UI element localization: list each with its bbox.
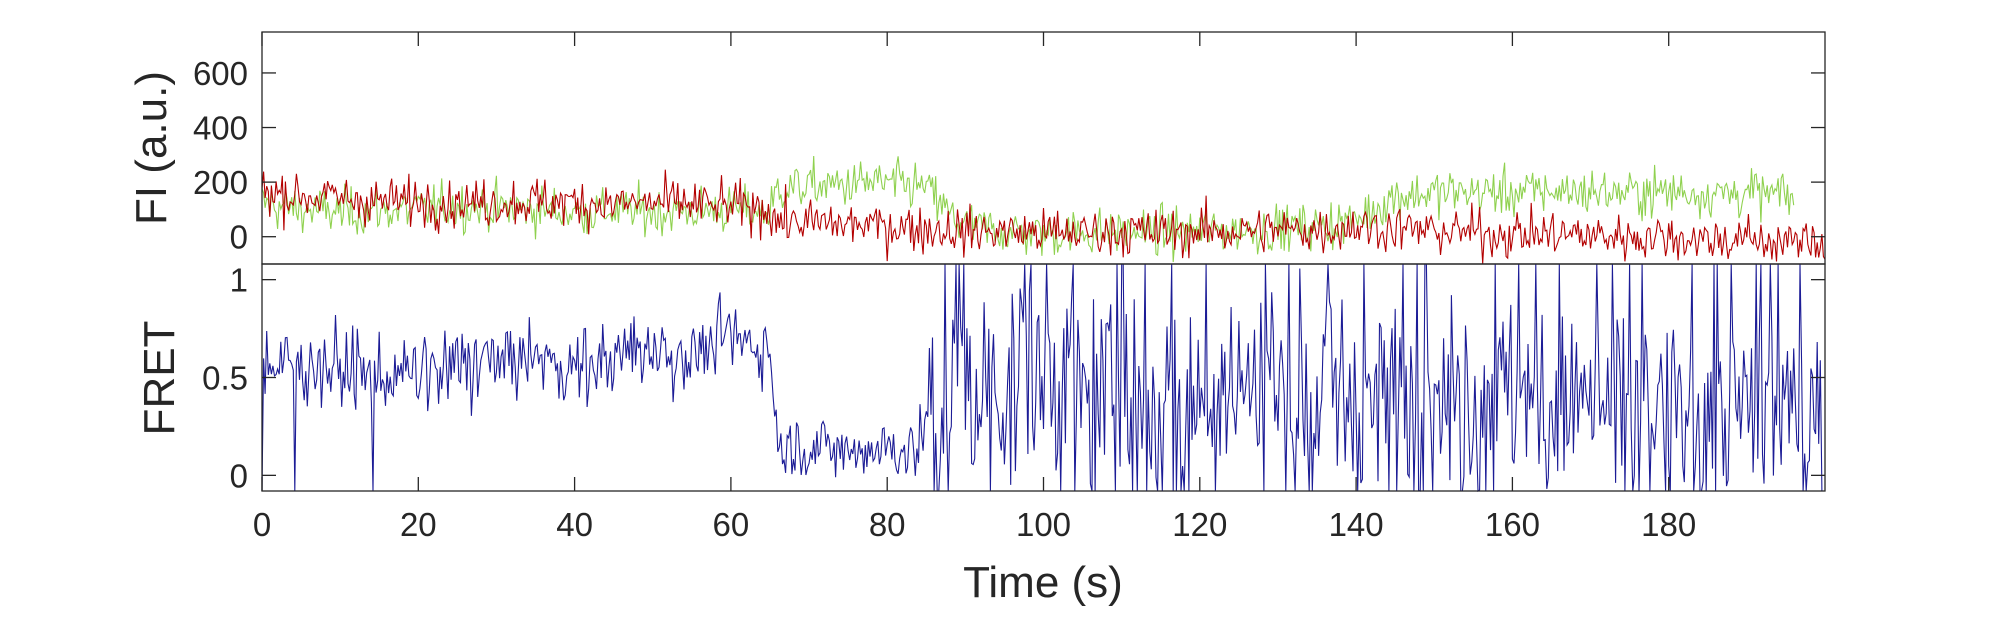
fluorescence-y-axis-label: FI (a.u.) — [127, 71, 176, 225]
y-tick-label: 200 — [193, 164, 248, 201]
y-tick-label: 0 — [230, 457, 248, 494]
x-tick-label: 100 — [1016, 506, 1071, 543]
x-tick-label: 160 — [1485, 506, 1540, 543]
fluorescence-y-ticks: 0 200 400 600 — [193, 55, 1825, 256]
x-tick-label: 40 — [556, 506, 593, 543]
y-tick-label: 0.5 — [202, 360, 248, 397]
x-tick-label: 140 — [1329, 506, 1384, 543]
x-tick-label: 80 — [869, 506, 906, 543]
fluorescence-series-line — [261, 169, 1826, 264]
x-tick-label: 60 — [713, 506, 750, 543]
fluorescence-traces — [261, 155, 1826, 264]
y-tick-label: 1 — [230, 262, 248, 299]
fret-y-axis-label: FRET — [135, 321, 184, 436]
x-tick-label: 0 — [253, 506, 271, 543]
y-tick-label: 0 — [230, 219, 248, 256]
x-tick-label: 20 — [400, 506, 437, 543]
fluorescence-panel: 0 200 400 600 FI (a.u.) — [127, 31, 1826, 265]
y-tick-label: 600 — [193, 55, 248, 92]
fret-y-ticks: 00.51 — [202, 262, 1825, 494]
fret-panel: 00.51 0 20 40 60 80 100 120 140 160 180 FRET Time… — [135, 32, 1826, 607]
x-tick-label: 180 — [1641, 506, 1696, 543]
x-tick-label: 120 — [1172, 506, 1227, 543]
time-x-ticks: 0 20 40 60 80 100 120 140 160 180 — [253, 32, 1696, 543]
fret-series-line — [261, 263, 1825, 493]
y-tick-label: 400 — [193, 110, 248, 147]
fret-traces — [261, 263, 1825, 493]
time-x-axis-label: Time (s) — [963, 558, 1123, 607]
